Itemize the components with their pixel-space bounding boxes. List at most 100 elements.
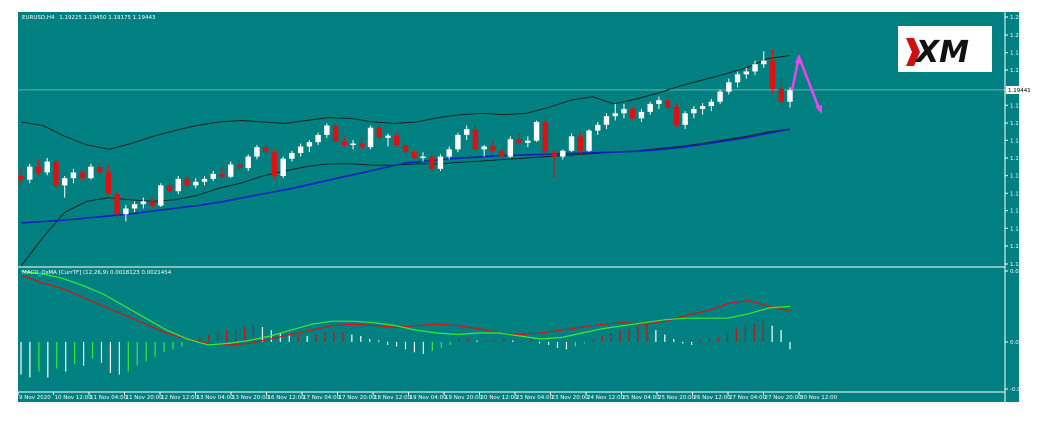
candle-body[interactable]	[367, 127, 374, 148]
candle-body[interactable]	[114, 194, 120, 215]
candle-body[interactable]	[533, 121, 540, 141]
price-tick-label: 1.17280	[1010, 244, 1033, 250]
candle-body[interactable]	[568, 136, 575, 151]
candle-body[interactable]	[166, 185, 173, 192]
candle-body[interactable]	[35, 166, 42, 173]
candle-body[interactable]	[612, 113, 618, 117]
candle-body[interactable]	[105, 172, 112, 195]
candle-body[interactable]	[420, 156, 426, 158]
candle-body[interactable]	[778, 88, 784, 102]
candle-body[interactable]	[306, 142, 313, 147]
candle-body[interactable]	[254, 147, 260, 157]
price-pane[interactable]: 1.20455 1.20205 1.19960 1.19720 1.19441 1.192…	[17, 15, 1038, 401]
plot-area	[18, 12, 1019, 402]
candle-body[interactable]	[262, 147, 269, 153]
candle-body[interactable]	[603, 116, 610, 125]
candle-body[interactable]	[542, 121, 549, 153]
bollinger-upper-line	[20, 55, 791, 150]
candle-body[interactable]	[201, 178, 208, 182]
candle-body[interactable]	[27, 166, 33, 180]
candle-body[interactable]	[429, 156, 435, 169]
candle-body[interactable]	[123, 208, 129, 215]
candle-body[interactable]	[586, 130, 592, 151]
candle-body[interactable]	[402, 145, 409, 153]
candle-body[interactable]	[691, 108, 697, 114]
candle-body[interactable]	[769, 60, 776, 89]
candle-body[interactable]	[463, 129, 470, 135]
candle-body[interactable]	[88, 166, 94, 179]
candle-body[interactable]	[752, 64, 758, 72]
candle-body[interactable]	[79, 172, 85, 179]
candle-body[interactable]	[96, 166, 103, 173]
candle-body[interactable]	[708, 101, 715, 107]
candle-body[interactable]	[472, 129, 479, 150]
candle-body[interactable]	[184, 178, 190, 186]
candle-body[interactable]	[18, 176, 24, 180]
candle-body[interactable]	[682, 113, 688, 125]
candle-body[interactable]	[647, 103, 653, 112]
candle-body[interactable]	[280, 158, 286, 177]
candle-body[interactable]	[787, 90, 793, 102]
candle-body[interactable]	[560, 150, 566, 157]
candle-body[interactable]	[149, 201, 155, 206]
candle-body[interactable]	[621, 108, 627, 114]
candle-body[interactable]	[385, 135, 391, 138]
macd-pane[interactable]: 0.00479 0.00 -0.00318	[20, 269, 1035, 393]
time-tick-label: 17 Nov 04:00	[303, 395, 341, 401]
candle-body[interactable]	[761, 60, 767, 65]
candle-body[interactable]	[70, 172, 77, 179]
candle-body[interactable]	[228, 164, 234, 177]
candle-body[interactable]	[53, 161, 59, 186]
candle-body[interactable]	[656, 100, 662, 104]
candle-body[interactable]	[481, 146, 487, 150]
candle-body[interactable]	[498, 150, 505, 157]
candle-body[interactable]	[595, 124, 601, 131]
candle-body[interactable]	[673, 107, 680, 125]
candle-body[interactable]	[446, 149, 452, 157]
candle-body[interactable]	[315, 134, 321, 143]
candle-body[interactable]	[131, 204, 138, 209]
candle-body[interactable]	[699, 106, 706, 109]
candle-body[interactable]	[297, 146, 304, 153]
candle-body[interactable]	[490, 146, 496, 151]
candle-body[interactable]	[717, 91, 723, 102]
candle-body[interactable]	[175, 178, 182, 192]
candle-body[interactable]	[271, 152, 278, 177]
candle-body[interactable]	[236, 164, 243, 169]
candle-body[interactable]	[455, 134, 461, 150]
price-tick-label: 1.17770	[1010, 209, 1033, 215]
candle-body[interactable]	[245, 156, 251, 169]
candle-body[interactable]	[516, 139, 522, 143]
candle-body[interactable]	[210, 173, 216, 179]
candle-body[interactable]	[140, 201, 147, 205]
candle-body[interactable]	[350, 143, 356, 146]
candle-body[interactable]	[734, 74, 741, 83]
candle-body[interactable]	[664, 100, 671, 108]
candle-body[interactable]	[551, 152, 557, 157]
candle-body[interactable]	[289, 152, 295, 159]
candle-body[interactable]	[507, 139, 514, 157]
candle-body[interactable]	[743, 71, 750, 75]
time-tick-label: 25 Nov 20:00	[658, 395, 696, 401]
candle-body[interactable]	[629, 108, 636, 119]
candle-body[interactable]	[332, 125, 339, 142]
candle-body[interactable]	[411, 152, 417, 158]
time-tick-label: 25 Nov 04:00	[623, 395, 661, 401]
candle-body[interactable]	[376, 127, 382, 138]
candle-body[interactable]	[525, 140, 531, 143]
candle-body[interactable]	[577, 136, 583, 151]
macd-header: MACD_OsMA [CurrTF] (12,26,9) 0.0018123 0…	[22, 270, 172, 276]
candle-body[interactable]	[219, 173, 225, 177]
candle-body[interactable]	[638, 111, 645, 119]
candle-body[interactable]	[437, 156, 444, 169]
candle-body[interactable]	[158, 185, 164, 206]
candle-body[interactable]	[324, 125, 330, 135]
candle-body[interactable]	[394, 135, 400, 146]
candle-body[interactable]	[341, 141, 348, 146]
candle-body[interactable]	[359, 143, 365, 148]
candle-body[interactable]	[61, 178, 68, 186]
candle-body[interactable]	[726, 82, 732, 92]
candle-body[interactable]	[193, 181, 199, 186]
candle-body[interactable]	[44, 161, 50, 173]
